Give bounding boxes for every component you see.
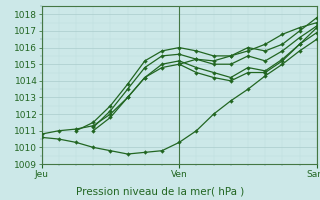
Text: Pression niveau de la mer( hPa ): Pression niveau de la mer( hPa ) xyxy=(76,186,244,196)
